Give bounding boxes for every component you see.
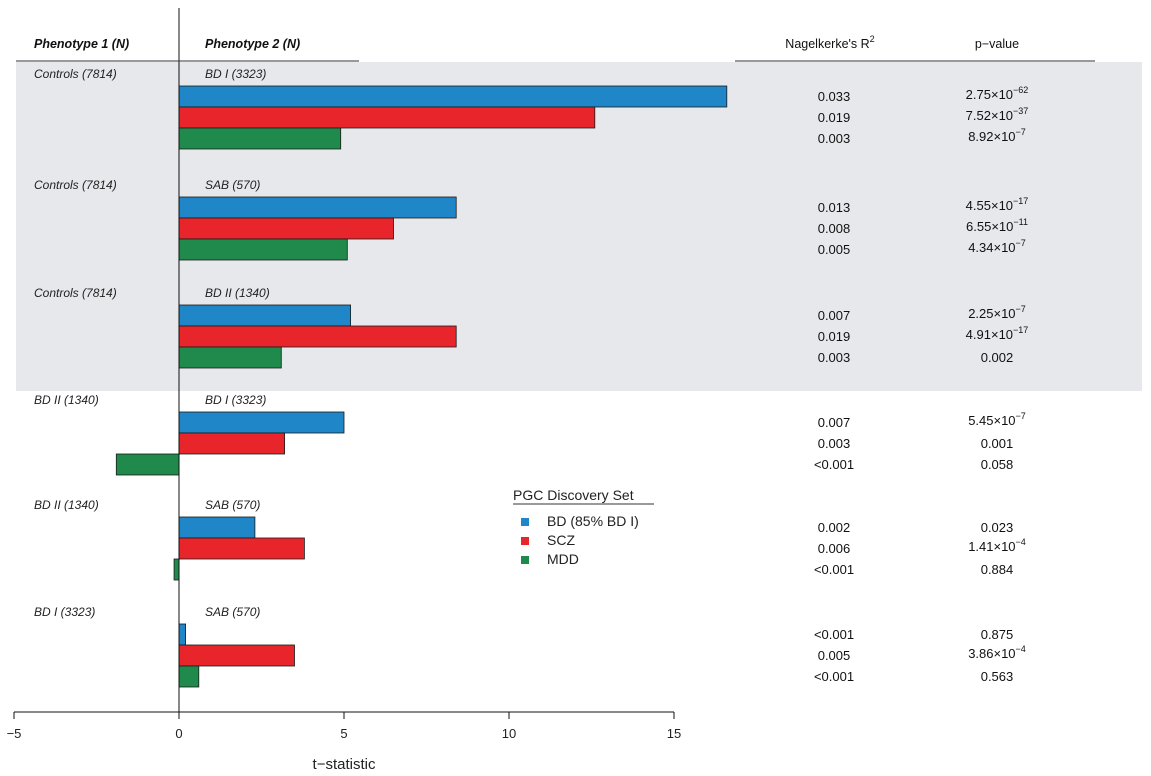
x-tick-label: 5: [340, 726, 347, 741]
header-phenotype2: Phenotype 2 (N): [205, 37, 300, 51]
r2-value: 0.007: [818, 415, 851, 430]
r2-value: 0.005: [818, 242, 851, 257]
r2-value: 0.019: [818, 110, 851, 125]
p-value: 6.55×10−11: [966, 217, 1028, 234]
p-value: 2.25×10−7: [968, 304, 1026, 321]
legend-label: SCZ: [547, 532, 575, 548]
p-value: 4.55×10−17: [966, 196, 1029, 213]
p-value: 0.058: [981, 457, 1014, 472]
bar-bd: [178, 85, 728, 108]
x-tick-label: −5: [7, 726, 22, 741]
r2-value: 0.003: [818, 436, 851, 451]
p-value: 4.34×10−7: [968, 238, 1026, 255]
bar-scz: [178, 106, 596, 129]
bar-bd: [178, 516, 256, 539]
x-axis: −5 0 5 10 15 t−statistic: [7, 8, 681, 773]
x-axis-title: t−statistic: [313, 756, 376, 773]
bar-bd: [178, 196, 457, 219]
r2-value: <0.001: [814, 457, 854, 472]
group-phenotype1-label: Controls (7814): [34, 178, 117, 192]
group-phenotype2-label: SAB (570): [205, 178, 260, 192]
bar-bd: [178, 411, 345, 434]
p-value: 0.875: [981, 627, 1014, 642]
group-phenotype1-label: BD I (3323): [34, 605, 95, 619]
r2-value: 0.008: [818, 221, 851, 236]
r2-value: <0.001: [814, 627, 854, 642]
p-value: 7.52×10−37: [966, 106, 1029, 123]
bar-scz: [178, 644, 295, 667]
p-value: 0.563: [981, 669, 1014, 684]
r2-value: 0.003: [818, 350, 851, 365]
legend-label: MDD: [547, 551, 579, 567]
bar-mdd: [173, 558, 180, 581]
group-phenotype2-label: SAB (570): [205, 498, 260, 512]
p-value: 1.41×10−4: [968, 537, 1026, 554]
r2-value: 0.003: [818, 131, 851, 146]
header-r2: Nagelkerke's R2: [785, 34, 874, 51]
legend-title: PGC Discovery Set: [513, 487, 634, 503]
r2-value: 0.006: [818, 541, 851, 556]
group-phenotype2-label: BD II (1340): [205, 286, 270, 300]
p-value: 4.91×10−17: [966, 325, 1029, 342]
r2-value: 0.013: [818, 200, 851, 215]
legend-swatch: [521, 518, 529, 526]
bar-mdd: [115, 453, 180, 476]
group-phenotype2-label: BD I (3323): [205, 393, 266, 407]
group-phenotype1-label: BD II (1340): [34, 498, 99, 512]
p-value: 0.023: [981, 520, 1014, 535]
p-value: 0.001: [981, 436, 1014, 451]
group-labels-layer: Controls (7814) BD I (3323) Controls (7814…: [34, 67, 270, 619]
r2-value: 0.007: [818, 308, 851, 323]
group-phenotype2-label: SAB (570): [205, 605, 260, 619]
table-header: Phenotype 1 (N) Phenotype 2 (N) Nagelkerke…: [16, 34, 1095, 62]
x-tick-label: 0: [175, 726, 182, 741]
bar-scz: [178, 217, 394, 240]
group-phenotype2-label: BD I (3323): [205, 67, 266, 81]
bar-mdd: [178, 346, 282, 369]
p-value: 0.002: [981, 350, 1014, 365]
bar-scz: [178, 432, 285, 455]
group-phenotype1-label: Controls (7814): [34, 67, 117, 81]
p-value: 3.86×10−4: [968, 644, 1026, 661]
bar-bd: [178, 304, 352, 327]
r2-value: 0.005: [818, 648, 851, 663]
x-tick-label: 10: [502, 726, 516, 741]
bar-mdd: [178, 665, 200, 688]
bar-mdd: [178, 238, 348, 261]
group-phenotype1-label: Controls (7814): [34, 286, 117, 300]
bar-mdd: [178, 127, 342, 150]
bar-scz: [178, 325, 457, 348]
header-phenotype1: Phenotype 1 (N): [34, 37, 129, 51]
r2-value: 0.019: [818, 329, 851, 344]
legend-label: BD (85% BD I): [547, 513, 639, 529]
legend-swatch: [521, 537, 529, 545]
p-value: 2.75×10−62: [966, 85, 1029, 102]
r2-value: 0.033: [818, 89, 851, 104]
header-r2-superscript: 2: [870, 34, 875, 44]
bar-scz: [178, 537, 305, 560]
p-value: 8.92×10−7: [968, 127, 1026, 144]
header-pvalue: p−value: [975, 37, 1019, 51]
r2-value: <0.001: [814, 669, 854, 684]
group-phenotype1-label: BD II (1340): [34, 393, 99, 407]
p-value: 5.45×10−7: [968, 411, 1026, 428]
p-value: 0.884: [981, 562, 1014, 577]
r2-value: 0.002: [818, 520, 851, 535]
legend-swatch: [521, 556, 529, 564]
legend: PGC Discovery Set BD (85% BD I) SCZ MDD: [513, 487, 654, 567]
x-tick-label: 15: [667, 726, 681, 741]
bar-bd: [178, 623, 186, 646]
stats-table: 0.033 2.75×10−62 0.019 7.52×10−37 0.003 8.92×…: [814, 85, 1028, 684]
r2-value: <0.001: [814, 562, 854, 577]
